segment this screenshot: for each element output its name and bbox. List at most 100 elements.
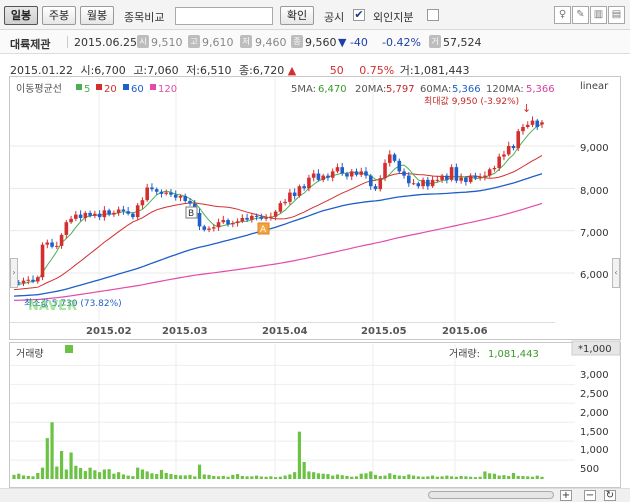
volume-bar bbox=[183, 475, 187, 479]
candle-body bbox=[278, 203, 283, 212]
split-view-icon[interactable]: ▥ bbox=[590, 6, 607, 24]
ma120-value-label: 120MA: bbox=[486, 84, 524, 95]
volume-bar bbox=[193, 476, 197, 479]
price-panel[interactable] bbox=[9, 76, 621, 340]
candle-body bbox=[321, 175, 325, 180]
candle-body bbox=[483, 175, 487, 177]
volume-bar bbox=[216, 476, 221, 479]
monthly-button[interactable]: 월봉 bbox=[80, 6, 114, 25]
marker-b-label: B bbox=[188, 209, 194, 219]
ohlc-close: 종:6,720 bbox=[238, 64, 285, 77]
daily-button[interactable]: 일봉 bbox=[4, 6, 38, 25]
candle-body bbox=[283, 201, 287, 204]
volume-bar bbox=[383, 475, 387, 479]
volume-bar bbox=[364, 473, 368, 479]
candle-body bbox=[264, 217, 268, 219]
volume-bar bbox=[331, 475, 335, 479]
bulb-icon[interactable]: ♀ bbox=[554, 6, 571, 24]
candle-body bbox=[511, 146, 516, 149]
volume-swatch bbox=[65, 345, 73, 353]
candle-body bbox=[525, 124, 530, 127]
candle-body bbox=[335, 167, 340, 172]
volume-bar bbox=[469, 476, 473, 479]
volume-bar bbox=[378, 475, 382, 479]
volume-bar bbox=[131, 476, 135, 479]
candle-body bbox=[435, 179, 440, 181]
volume-bar bbox=[345, 475, 349, 479]
ma120-swatch bbox=[150, 84, 156, 90]
volume-bar bbox=[188, 474, 192, 479]
candle-body bbox=[102, 210, 107, 218]
volume-bar bbox=[12, 474, 16, 479]
zoom-in-button[interactable]: + bbox=[560, 490, 572, 501]
volume-bar bbox=[250, 476, 254, 479]
vol-y-tick: 2,500 bbox=[580, 389, 609, 400]
high-icon: 고 bbox=[188, 35, 200, 48]
volume-bar bbox=[36, 472, 40, 479]
volume-bar bbox=[445, 475, 449, 479]
vol-y-tick: 3,000 bbox=[580, 370, 609, 381]
volume-bar bbox=[278, 476, 282, 479]
x-tick: 2015.06 bbox=[442, 326, 488, 337]
foreign-checkbox[interactable] bbox=[427, 9, 439, 21]
volume-bar bbox=[240, 475, 244, 479]
refresh-button[interactable]: ↻ bbox=[604, 490, 616, 501]
candle-body bbox=[131, 213, 135, 218]
volume-bar bbox=[45, 438, 49, 479]
foreign-label: 외인지분 bbox=[373, 11, 414, 24]
candle-body bbox=[21, 280, 26, 284]
horizontal-scrollbar[interactable] bbox=[428, 491, 554, 499]
candle-body bbox=[340, 167, 345, 174]
y-tick: 9,000 bbox=[580, 143, 609, 154]
compare-input[interactable] bbox=[175, 7, 273, 25]
candle-body bbox=[383, 162, 387, 179]
volume-bar bbox=[435, 476, 439, 479]
volume-panel[interactable] bbox=[9, 342, 621, 488]
eraser-icon[interactable]: ✎ bbox=[572, 6, 589, 24]
scroll-right-button[interactable]: ‹ bbox=[612, 258, 620, 288]
vol-y-tick: 2,000 bbox=[580, 408, 609, 419]
volume-bar bbox=[535, 475, 539, 479]
volume-bar bbox=[169, 474, 173, 479]
volume-bar bbox=[235, 474, 240, 479]
volume-bar bbox=[283, 475, 287, 479]
confirm-button[interactable]: 확인 bbox=[280, 6, 314, 25]
high-value: 9,610 bbox=[202, 36, 234, 49]
indicator-label: 이동평균선 bbox=[16, 83, 62, 95]
volume-bar bbox=[502, 475, 506, 479]
scroll-left-button[interactable]: › bbox=[10, 258, 18, 288]
marker-a[interactable] bbox=[257, 222, 270, 235]
candle-body bbox=[349, 171, 354, 177]
volume-bar bbox=[516, 475, 520, 479]
volume-bar bbox=[197, 464, 202, 479]
volume-bar bbox=[416, 476, 420, 479]
candle-body bbox=[387, 154, 392, 163]
zoom-out-button[interactable]: − bbox=[584, 490, 596, 501]
volume-bar bbox=[164, 472, 168, 479]
y-tick: 8,000 bbox=[580, 186, 609, 197]
candle-body bbox=[307, 177, 311, 189]
marker-b[interactable] bbox=[185, 206, 198, 219]
merge-view-icon[interactable]: ▤ bbox=[608, 6, 625, 24]
disclosure-checkbox[interactable]: ✔ bbox=[353, 8, 365, 21]
scale-label[interactable]: linear bbox=[580, 81, 609, 92]
candle-body bbox=[354, 171, 359, 175]
candle-body bbox=[464, 177, 468, 182]
candle-body bbox=[345, 173, 349, 177]
candle-body bbox=[250, 215, 254, 220]
volume-bar bbox=[459, 475, 463, 479]
volume-bar bbox=[155, 474, 159, 479]
candle-body bbox=[231, 223, 235, 225]
volume-bar bbox=[326, 474, 330, 479]
candle-body bbox=[430, 179, 435, 187]
volume-bar bbox=[93, 470, 97, 479]
ma60-legend: 60 bbox=[131, 84, 144, 95]
vol-y-tick: 1,000 bbox=[580, 445, 609, 456]
volume-bar bbox=[264, 476, 268, 479]
volume-bar bbox=[26, 475, 30, 479]
candle-body bbox=[269, 216, 273, 218]
volume-icon: 거 bbox=[429, 35, 441, 48]
candle-body bbox=[145, 187, 149, 201]
close-value: 9,560 bbox=[305, 36, 337, 49]
weekly-button[interactable]: 주봉 bbox=[42, 6, 76, 25]
